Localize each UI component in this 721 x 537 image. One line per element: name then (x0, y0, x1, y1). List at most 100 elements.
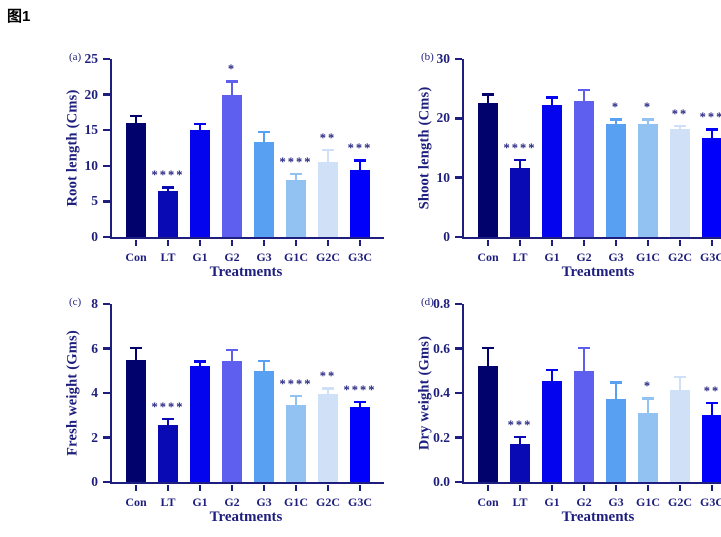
y-tick (102, 436, 110, 439)
y-tick-label: 0.8 (433, 296, 450, 311)
bar-g3 (254, 370, 274, 482)
bar-g1c (638, 413, 658, 482)
error-bar-cap (226, 80, 238, 83)
y-tick (454, 391, 462, 395)
chart-panel-d: (d) Dry weight (Gms) 0.0 0.2 0.4 0.6 0.8 Con *… (406, 292, 721, 537)
bar-g2c (318, 161, 338, 237)
error-bar-line (326, 387, 330, 395)
error-bar-cap (162, 186, 174, 189)
x-category-label: G3 (256, 495, 272, 509)
error-bar-line (198, 360, 202, 367)
error-bar-cap (578, 346, 590, 350)
y-tick (454, 347, 462, 350)
bar-g2 (574, 100, 594, 237)
error-bar-line (262, 130, 266, 142)
error-bar-line (262, 359, 266, 371)
x-tick (166, 239, 170, 246)
error-bar-cap (354, 159, 366, 162)
x-category-label: G3C (700, 250, 721, 264)
error-bar-cap (514, 158, 526, 161)
x-tick (614, 239, 618, 246)
chart-panel-b: (b) Shoot length (Cms) 0 10 20 30 Con **** LT G… (406, 47, 721, 292)
x-tick (486, 239, 490, 246)
error-bar-cap (226, 349, 238, 352)
error-bar-line (582, 88, 586, 101)
bar-g3 (606, 123, 626, 237)
x-tick (550, 239, 554, 246)
x-category-label: LT (512, 495, 528, 509)
significance-stars: **** (343, 382, 377, 397)
x-tick (550, 484, 554, 491)
x-tick (710, 239, 714, 246)
x-category-label: G3C (348, 495, 372, 509)
x-tick (134, 239, 138, 246)
x-category-label: LT (512, 250, 528, 264)
x-category-label: G2C (316, 250, 340, 264)
y-tick (102, 93, 110, 96)
x-tick (710, 484, 714, 491)
error-bar-line (710, 401, 714, 416)
x-category-label: G1C (636, 495, 660, 509)
x-tick (518, 239, 522, 246)
error-bar-line (198, 123, 202, 131)
significance-stars: **** (279, 154, 313, 169)
error-bar-cap (258, 359, 270, 362)
y-tick-label: 30 (436, 51, 451, 66)
error-bar-cap (610, 118, 622, 121)
bar-con (126, 123, 146, 237)
error-bar-line (230, 349, 234, 361)
x-tick (358, 239, 362, 246)
x-category-label: G2C (668, 250, 692, 264)
error-bar-line (358, 400, 362, 408)
y-tick (102, 480, 110, 484)
y-tick-label: 10 (84, 157, 99, 173)
error-bar-line (678, 375, 682, 390)
x-category-label: G2 (576, 495, 592, 509)
x-category-label: G1C (636, 250, 660, 264)
panel-letter: (b) (421, 51, 434, 63)
x-tick (646, 239, 650, 246)
x-category-label: LT (160, 495, 176, 509)
bar-lt (510, 168, 530, 237)
x-category-label: LT (160, 250, 176, 264)
x-category-label: Con (125, 250, 147, 264)
error-bar-cap (578, 88, 590, 91)
bar-g1 (542, 380, 562, 482)
x-axis-title: Treatments (561, 264, 635, 280)
y-tick (102, 391, 110, 395)
error-bar-cap (194, 360, 206, 363)
x-axis-title: Treatments (561, 509, 635, 525)
significance-stars: *** (347, 141, 373, 156)
x-tick (166, 484, 170, 491)
significance-stars: ** (671, 106, 689, 121)
bar-g2c (670, 389, 690, 482)
y-tick-label: 15 (84, 122, 99, 138)
error-bar-line (582, 346, 586, 371)
y-tick (454, 117, 462, 120)
error-bar-cap (290, 394, 302, 397)
error-bar-line (518, 158, 522, 169)
bar-g1c (286, 180, 306, 237)
bar-g1 (190, 130, 210, 237)
error-bar-cap (706, 401, 718, 405)
bar-lt (510, 444, 530, 482)
x-category-label: G1 (192, 250, 208, 264)
error-bar-cap (194, 123, 206, 126)
y-tick (102, 235, 110, 239)
x-category-label: G3 (608, 495, 624, 509)
panel-letter: (a) (69, 51, 82, 63)
significance-stars: * (643, 100, 653, 115)
bar-g2 (222, 94, 242, 237)
x-tick (134, 484, 138, 491)
y-tick-label: 5 (91, 193, 98, 209)
bar-con (126, 359, 146, 482)
error-bar-line (230, 80, 234, 95)
error-bar-line (550, 96, 554, 105)
bar-g3 (606, 398, 626, 482)
chart-panel-a: (a) Root length (Cms) 0 5 10 15 20 25 Con **** L… (54, 47, 406, 292)
error-bar-cap (482, 346, 494, 349)
bar-g1 (542, 104, 562, 237)
plot-area: 0 2 4 6 8 Con **** LT G1 G2 G3 **** G1C ** G2C **** G3C (91, 296, 384, 509)
error-bar-cap (258, 130, 270, 134)
error-bar-cap (642, 118, 654, 121)
